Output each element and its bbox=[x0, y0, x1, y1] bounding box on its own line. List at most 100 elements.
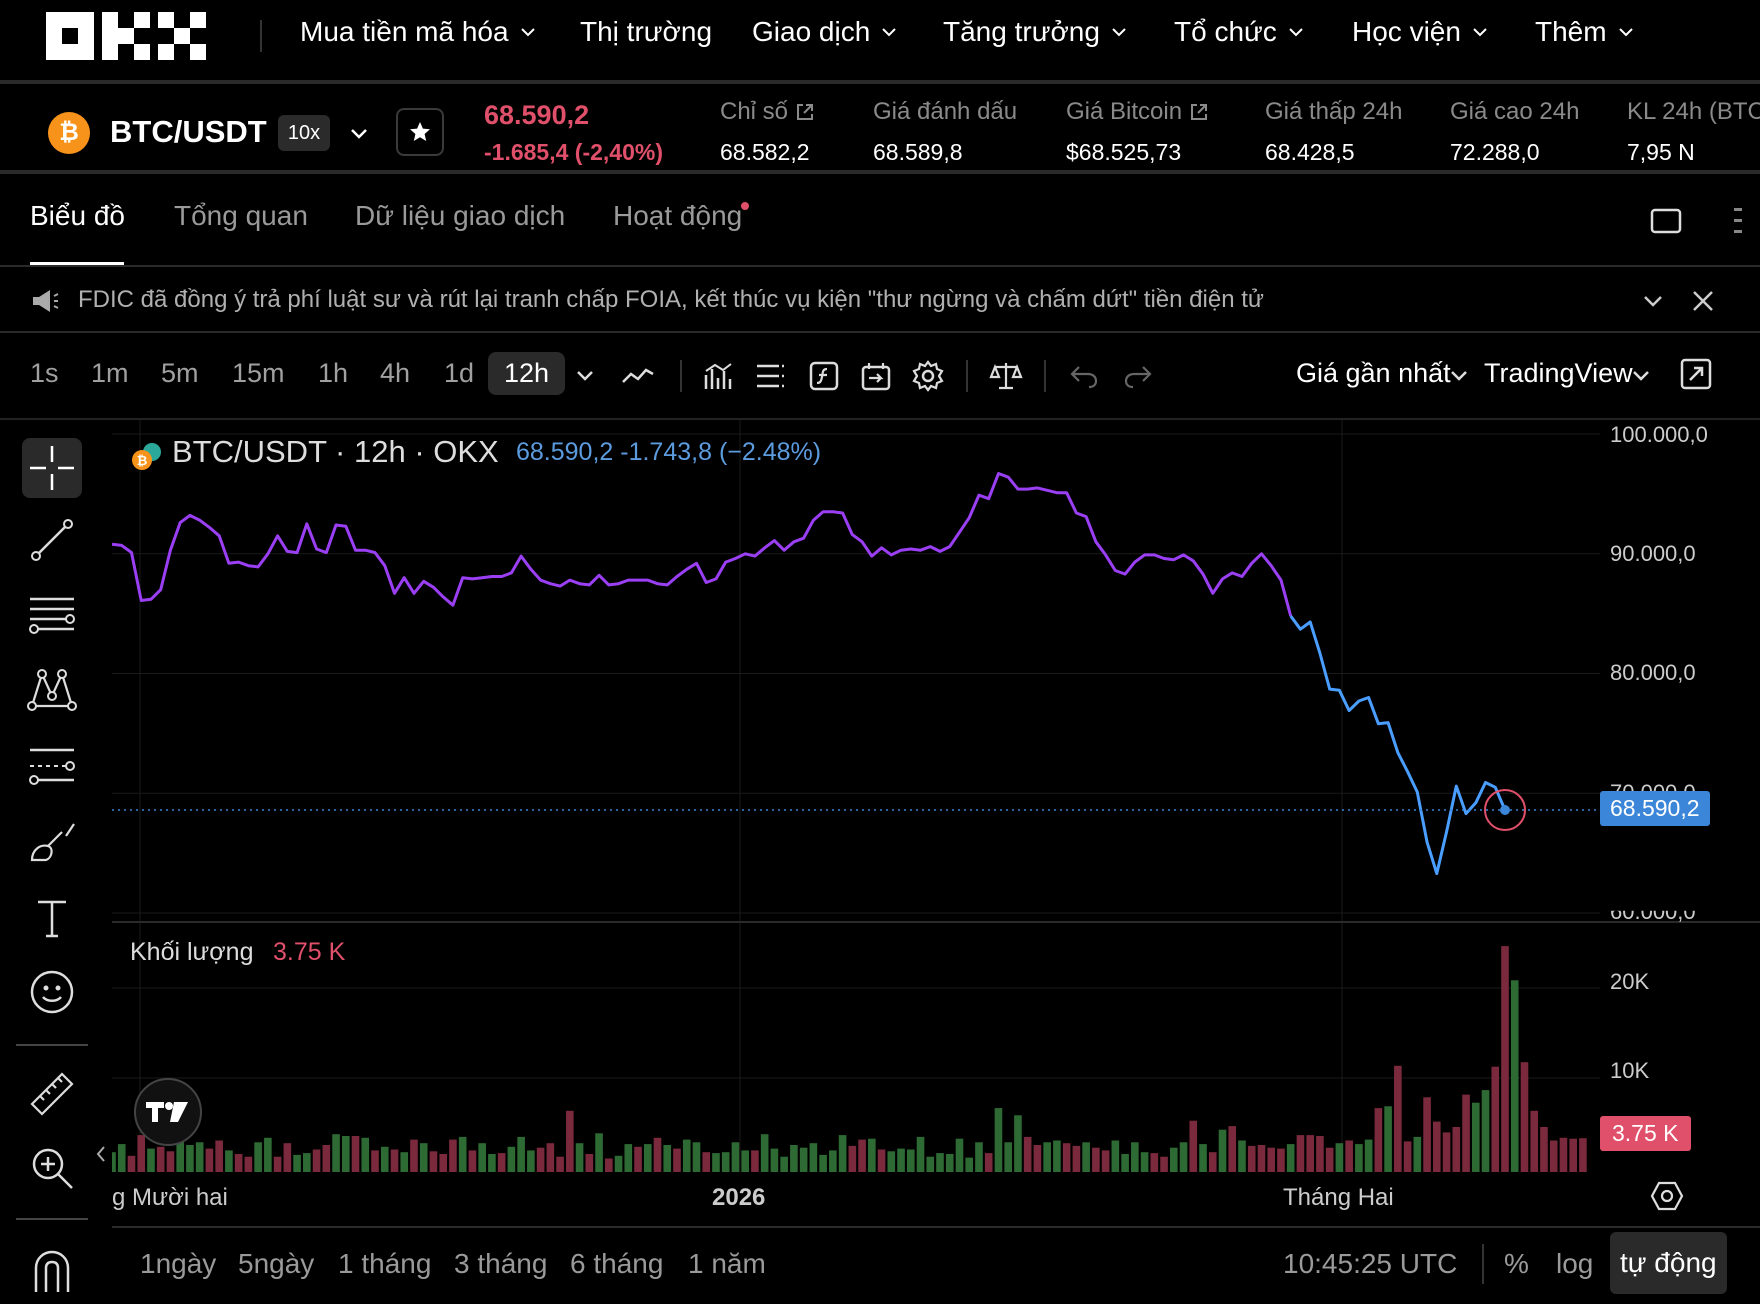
tradingview-logo[interactable] bbox=[134, 1078, 202, 1146]
volume-bar bbox=[400, 1152, 409, 1172]
range-5-days[interactable]: 5ngày bbox=[238, 1248, 315, 1279]
trend-line-icon bbox=[31, 519, 73, 561]
price-type-select[interactable]: Giá gần nhất bbox=[1296, 358, 1451, 388]
divider bbox=[0, 265, 1760, 267]
volume-bar bbox=[1004, 1142, 1012, 1172]
measure-tool[interactable] bbox=[22, 1064, 82, 1124]
replay-button[interactable] bbox=[858, 356, 894, 396]
pattern-icon bbox=[27, 669, 77, 711]
auto-scale-toggle[interactable]: tự động bbox=[1610, 1232, 1727, 1294]
crosshair-tool[interactable] bbox=[22, 438, 82, 498]
pattern-tool[interactable] bbox=[22, 660, 82, 720]
log-toggle[interactable]: log bbox=[1556, 1248, 1594, 1279]
zoom-tool[interactable] bbox=[22, 1138, 82, 1198]
y-axis-label: 70.000,0 bbox=[1610, 780, 1696, 792]
last-price: 68.590,2 bbox=[484, 100, 590, 130]
price-chart[interactable] bbox=[112, 420, 1760, 1220]
tab-activity[interactable]: Hoạt động bbox=[613, 200, 743, 231]
chevron-down-icon[interactable] bbox=[1630, 364, 1652, 386]
timeframe-1s[interactable]: 1s bbox=[30, 358, 59, 388]
favorite-button[interactable] bbox=[396, 108, 444, 156]
nav-growth[interactable]: Tăng trưởng bbox=[943, 16, 1128, 48]
chevron-down-icon[interactable] bbox=[574, 364, 596, 386]
timeframe-12h[interactable]: 12h bbox=[488, 352, 566, 395]
timeframe-15m[interactable]: 15m bbox=[232, 358, 285, 388]
last-price-dot bbox=[1500, 805, 1510, 816]
volume-bar bbox=[332, 1134, 340, 1172]
range-6-months[interactable]: 6 tháng bbox=[570, 1248, 664, 1279]
nav-trade[interactable]: Giao dịch bbox=[752, 16, 898, 48]
stat-label-index[interactable]: Chỉ số bbox=[720, 98, 816, 126]
trend-line-tool[interactable] bbox=[22, 510, 82, 570]
chevron-left-icon[interactable] bbox=[94, 1144, 108, 1164]
volume-bar bbox=[1501, 946, 1509, 1172]
panel-handle-icon[interactable] bbox=[1730, 206, 1744, 236]
timeframe-1h[interactable]: 1h bbox=[318, 358, 349, 388]
timeframe-1d[interactable]: 1d bbox=[444, 358, 475, 388]
stat-value-index: 68.582,2 bbox=[720, 139, 810, 165]
range-1-day[interactable]: 1ngày bbox=[140, 1248, 217, 1279]
x-axis-label: 2026 bbox=[712, 1184, 766, 1211]
volume-bar bbox=[634, 1146, 642, 1172]
volume-bar bbox=[283, 1143, 292, 1172]
volume-bar bbox=[1072, 1145, 1081, 1172]
volume-bar bbox=[195, 1142, 204, 1172]
magnet-tool[interactable] bbox=[22, 1238, 82, 1298]
chart-engine-select[interactable]: TradingView bbox=[1484, 358, 1633, 388]
chevron-down-icon[interactable] bbox=[1448, 364, 1470, 386]
legend-coin-icon: ₿ bbox=[130, 442, 164, 472]
nav-markets[interactable]: Thị trường bbox=[580, 16, 713, 47]
volume-bar bbox=[673, 1148, 681, 1172]
chevron-down-icon[interactable] bbox=[348, 122, 370, 144]
stat-label-bitcoin-price[interactable]: Giá Bitcoin bbox=[1066, 98, 1210, 126]
timeframe-4h[interactable]: 4h bbox=[380, 358, 411, 388]
forecast-tool[interactable] bbox=[22, 736, 82, 796]
tab-chart[interactable]: Biểu đồ bbox=[30, 200, 125, 231]
redo-button[interactable] bbox=[1120, 356, 1156, 396]
expand-icon[interactable] bbox=[1680, 358, 1712, 390]
chevron-down-icon[interactable] bbox=[1640, 288, 1666, 314]
settings-button[interactable] bbox=[910, 356, 946, 396]
nav-academy[interactable]: Học viện bbox=[1352, 16, 1489, 48]
nav-more[interactable]: Thêm bbox=[1535, 16, 1635, 48]
layout-icon[interactable] bbox=[1650, 208, 1682, 234]
volume-bar bbox=[692, 1142, 701, 1172]
stat-value-mark-price: 68.589,8 bbox=[873, 139, 963, 165]
range-3-months[interactable]: 3 tháng bbox=[454, 1248, 548, 1279]
okx-logo[interactable] bbox=[46, 12, 206, 60]
settings-hexagon-icon[interactable] bbox=[1650, 1180, 1684, 1212]
tab-trading-data[interactable]: Dữ liệu giao dịch bbox=[355, 200, 566, 231]
fib-tool[interactable] bbox=[22, 585, 82, 645]
news-ticker[interactable]: FDIC đã đồng ý trả phí luật sư và rút lạ… bbox=[78, 286, 1264, 313]
price-change: -1.685,4 (-2,40%) bbox=[484, 139, 663, 165]
pair-name[interactable]: BTC/USDT bbox=[110, 114, 267, 149]
brush-tool[interactable] bbox=[22, 812, 82, 872]
undo-button[interactable] bbox=[1066, 356, 1102, 396]
range-1-year[interactable]: 1 năm bbox=[688, 1248, 766, 1279]
timeframe-5m[interactable]: 5m bbox=[161, 358, 199, 388]
close-icon[interactable] bbox=[1690, 288, 1716, 314]
indicators-button[interactable] bbox=[700, 356, 736, 396]
ruler-icon bbox=[30, 1072, 74, 1116]
tab-overview[interactable]: Tổng quan bbox=[174, 200, 308, 231]
megaphone-icon bbox=[33, 290, 59, 312]
volume-bar bbox=[1569, 1138, 1577, 1172]
compare-button[interactable] bbox=[988, 356, 1024, 396]
range-1-month[interactable]: 1 tháng bbox=[338, 1248, 432, 1279]
stat-value-volume-24h: 7,95 N bbox=[1627, 139, 1695, 165]
chevron-down-icon bbox=[1112, 28, 1126, 37]
function-button[interactable] bbox=[806, 356, 842, 396]
nav-buy-crypto[interactable]: Mua tiền mã hóa bbox=[300, 16, 537, 48]
percent-toggle[interactable]: % bbox=[1504, 1248, 1529, 1279]
text-tool[interactable] bbox=[22, 888, 82, 948]
nav-institutions[interactable]: Tổ chức bbox=[1174, 16, 1305, 48]
timeframe-1m[interactable]: 1m bbox=[91, 358, 129, 388]
line-chart-type-button[interactable] bbox=[620, 356, 656, 396]
divider bbox=[16, 1044, 88, 1046]
utc-clock[interactable]: 10:45:25 UTC bbox=[1283, 1248, 1458, 1279]
volume-bar bbox=[566, 1110, 574, 1172]
emoji-tool[interactable] bbox=[22, 962, 82, 1022]
active-tab-indicator bbox=[30, 262, 124, 266]
templates-button[interactable] bbox=[752, 356, 788, 396]
undo-icon bbox=[1070, 366, 1098, 389]
